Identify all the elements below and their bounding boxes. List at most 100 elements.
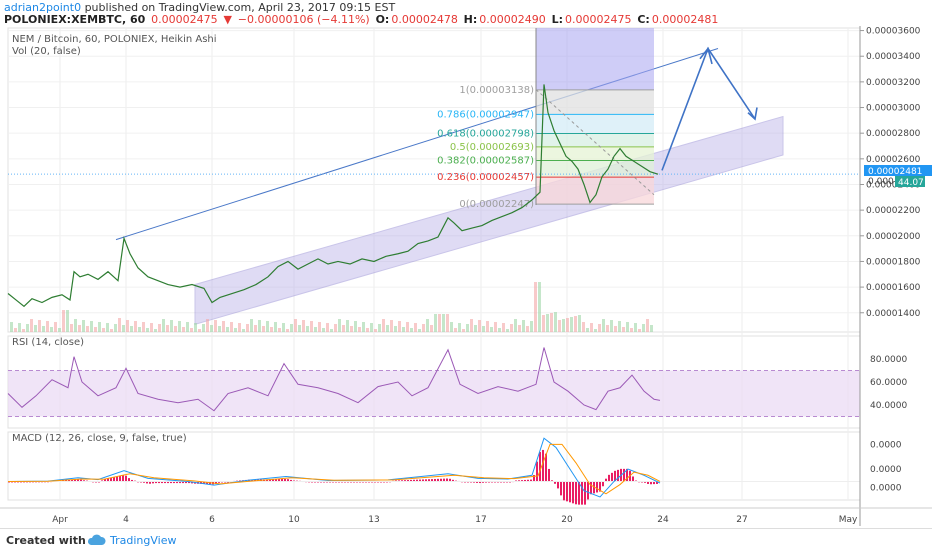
author-link[interactable]: adrian2point0 (4, 1, 82, 14)
volume-bar (194, 323, 197, 332)
time-tick-label: 17 (475, 515, 486, 525)
macd-hist-bar (563, 481, 565, 501)
volume-bar (54, 322, 57, 332)
macd-hist-bar (422, 479, 424, 482)
volume-bar (458, 323, 461, 332)
macd-hist-bar (545, 453, 547, 482)
volume-bar (302, 320, 305, 332)
volume-bar (70, 324, 73, 332)
macd-hist-bar (488, 481, 490, 483)
macd-hist-bar (533, 475, 535, 482)
volume-bar (390, 320, 393, 332)
macd-hist-bar (128, 478, 130, 482)
macd-hist-bar (269, 479, 271, 482)
close-value: 0.00002481 (651, 13, 719, 26)
macd-hist-bar (479, 481, 481, 484)
open-value: 0.00002478 (391, 13, 458, 26)
rsi-band (8, 370, 860, 417)
volume-bar (454, 328, 457, 332)
volume-bar (310, 321, 313, 332)
macd-hist-bar (491, 481, 493, 483)
volume-bar (614, 326, 617, 332)
volume-bar (430, 325, 433, 332)
volume-bar (18, 323, 21, 332)
fib-label: 0.5(0.00002693) (450, 142, 534, 153)
volume-bar (230, 322, 233, 332)
volume-bar (598, 324, 601, 332)
volume-bar (482, 326, 485, 332)
macd-hist-bar (521, 480, 523, 482)
price-pane[interactable]: NEM / Bitcoin, 60, POLONIEX, Heikin Ashi… (7, 28, 860, 332)
rsi-tick-label: 40.0000 (870, 401, 907, 411)
volume-bar (150, 323, 153, 332)
macd-hist-bar (110, 477, 112, 482)
symbol-label[interactable]: POLONIEX:XEMBTC, 60 (4, 13, 146, 26)
macd-hist-bar (605, 478, 607, 482)
macd-tick-label: 0.0000 (870, 440, 902, 450)
macd-hist-bar (173, 481, 175, 484)
volume-bar (198, 329, 201, 332)
volume-bar (10, 322, 13, 332)
macd-hist-bar (182, 481, 184, 484)
volume-bars (10, 282, 653, 332)
macd-hist-bar (125, 475, 127, 482)
macd-hist-bar (146, 481, 148, 484)
macd-hist-bar (284, 478, 286, 482)
volume-bar (66, 310, 69, 332)
macd-hist-bar (188, 481, 190, 484)
volume-bar (86, 326, 89, 332)
volume-bar (542, 315, 545, 332)
price-tick-label: 0.00003400 (866, 52, 921, 62)
last-price: 0.00002475 (151, 13, 218, 26)
volume-bar (610, 320, 613, 332)
volume-bar (526, 326, 529, 332)
macd-hist-bar (551, 480, 553, 482)
volume-bar (134, 321, 137, 332)
volume-bar (538, 282, 541, 332)
volume-bar (178, 321, 181, 332)
rsi-pane[interactable]: RSI (14, close) (7, 337, 860, 417)
volume-bar (382, 319, 385, 332)
tradingview-brand-link[interactable]: TradingView (110, 534, 177, 547)
low-value: 0.00002475 (565, 13, 632, 26)
volume-bar (166, 325, 169, 332)
volume-bar (398, 321, 401, 332)
volume-bar (34, 325, 37, 332)
macd-hist-bar (653, 481, 655, 485)
price-tick-label: 0.00003000 (866, 104, 921, 114)
time-tick-label: Apr (52, 515, 68, 525)
rsi-tick-label: 60.0000 (870, 378, 907, 388)
fib-label: 0.236(0.00002457) (437, 172, 534, 183)
fib-label: 0.786(0.00002947) (437, 109, 534, 120)
volume-bar (298, 325, 301, 332)
macd-hist-bar (539, 452, 541, 482)
macd-hist-bar (185, 481, 187, 484)
vol-tag: 44.07 (898, 178, 924, 188)
volume-bar (442, 314, 445, 332)
volume-bar (130, 326, 133, 332)
volume-bar (330, 329, 333, 332)
macd-hist-bar (599, 481, 601, 492)
macd-hist-bar (398, 480, 400, 482)
volume-bar (494, 322, 497, 332)
time-tick-label: 13 (368, 515, 379, 525)
fib-label: 0(0.00002247) (459, 199, 534, 210)
volume-bar (58, 328, 61, 332)
macd-hist-bar (404, 480, 406, 482)
volume-bar (406, 322, 409, 332)
volume-bar (470, 319, 473, 332)
macd-hist-bar (485, 481, 487, 483)
chart-canvas[interactable]: NEM / Bitcoin, 60, POLONIEX, Heikin Ashi… (0, 26, 932, 526)
macd-hist-bar (578, 481, 580, 505)
fib-zone (536, 133, 654, 147)
macd-hist-bar (431, 479, 433, 482)
volume-bar (326, 323, 329, 332)
volume-bar (626, 322, 629, 332)
macd-hist-bar (413, 479, 415, 482)
macd-pane[interactable]: MACD (12, 26, close, 9, false, true) (7, 433, 860, 505)
time-tick-label: 20 (561, 515, 573, 525)
axes: Apr 4 6 10 13 17 20 24 27 May 0.00003600 0.00003400… (0, 26, 932, 526)
macd-hist-bar (587, 481, 589, 500)
volume-bar (462, 329, 465, 332)
volume-bar (286, 329, 289, 332)
